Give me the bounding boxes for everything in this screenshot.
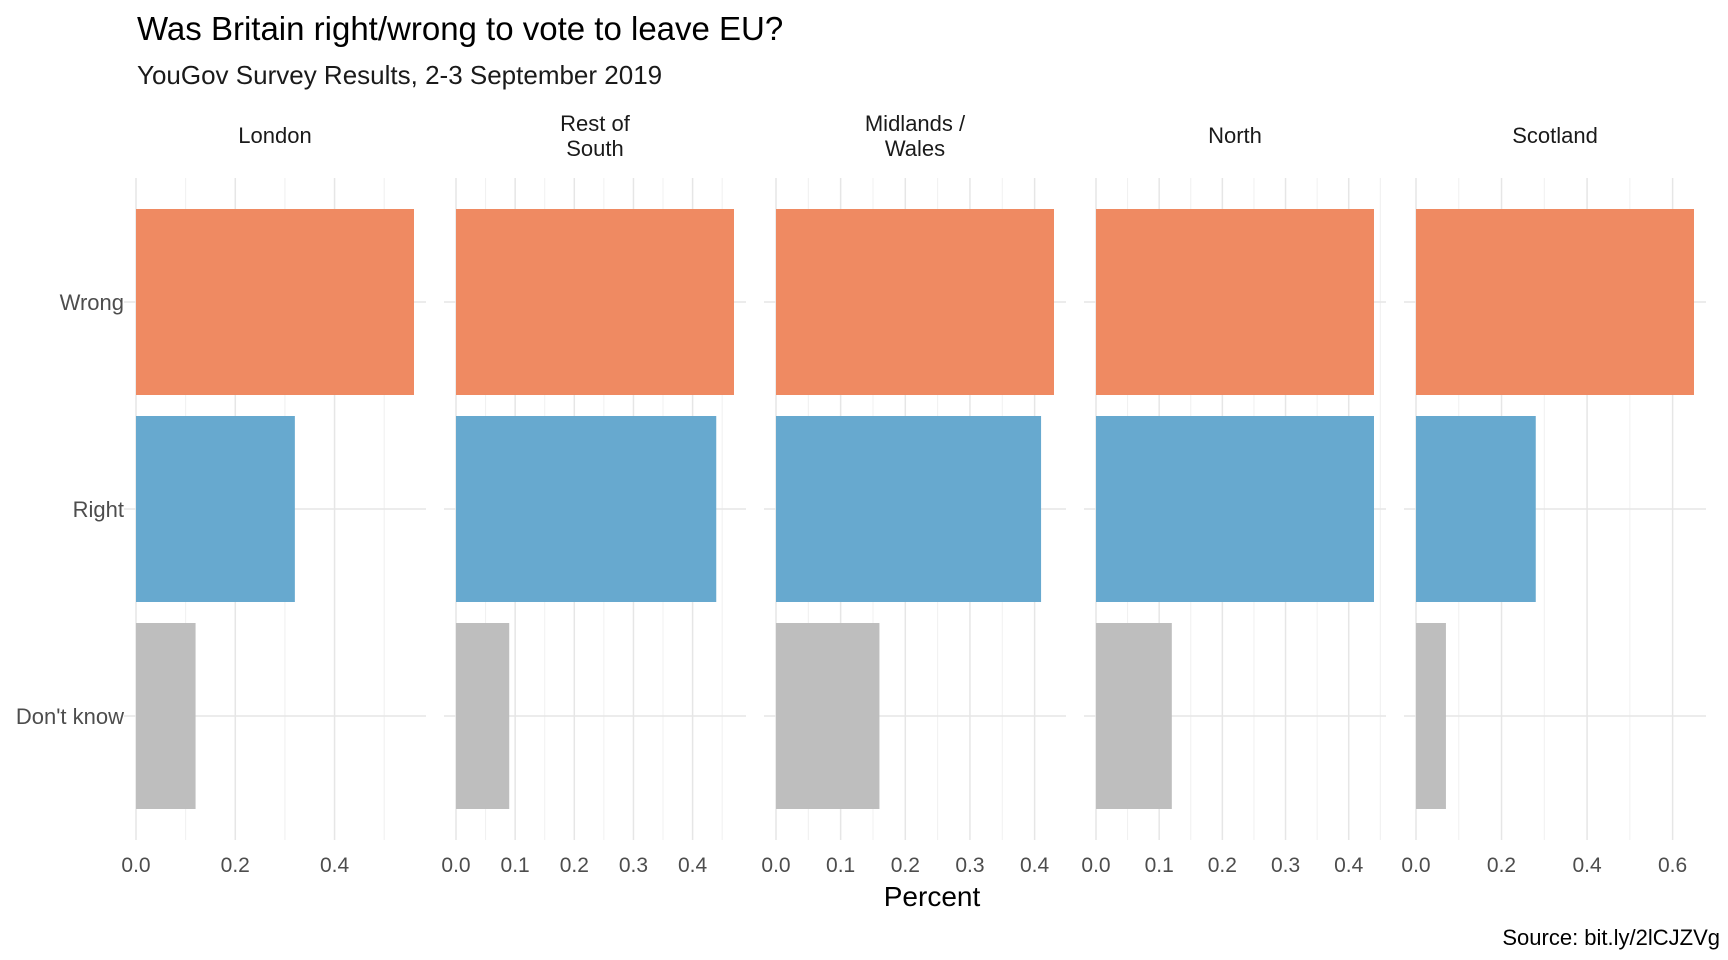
bar-right bbox=[1416, 416, 1536, 602]
bar-right bbox=[136, 416, 295, 602]
x-tick-label: 0.2 bbox=[1487, 854, 1516, 877]
source-caption: Source: bit.ly/2lCJZVg bbox=[1502, 925, 1720, 950]
x-tick-label: 0.2 bbox=[560, 854, 589, 877]
bar-don-t-know bbox=[1416, 623, 1446, 809]
strip-label-line: Wales bbox=[885, 136, 945, 161]
bar-right bbox=[456, 416, 717, 602]
facet-panel: 0.0 0.1 0.2 0.3 0.4 Rest of South bbox=[441, 111, 746, 877]
x-tick-label: 0.0 bbox=[121, 854, 150, 877]
bar-don-t-know bbox=[136, 623, 196, 809]
bar-don-t-know bbox=[456, 623, 510, 809]
x-tick-label: 0.3 bbox=[1271, 854, 1300, 877]
x-tick-label: 0.0 bbox=[1081, 854, 1110, 877]
x-tick-label: 0.3 bbox=[955, 854, 984, 877]
facet-panel: 0.0 0.1 0.2 0.3 0.4 Midlands / Wales bbox=[761, 111, 1066, 877]
facet-panel: 0.0 0.2 0.4 0.6 Scotland bbox=[1401, 123, 1706, 877]
x-tick-label: 0.2 bbox=[1208, 854, 1237, 877]
bar-don-t-know bbox=[776, 623, 880, 809]
x-tick-label: 0.4 bbox=[678, 854, 708, 877]
x-tick-label: 0.1 bbox=[1145, 854, 1174, 877]
bar-wrong bbox=[136, 209, 414, 395]
strip-label-line: South bbox=[566, 136, 624, 161]
facet-strip-label: North bbox=[1208, 123, 1262, 148]
strip-label-line: Midlands / bbox=[865, 111, 966, 136]
bar-wrong bbox=[1096, 209, 1374, 395]
bar-right bbox=[776, 416, 1042, 602]
facet-strip-label: Rest of South bbox=[560, 111, 631, 161]
strip-label-line: Rest of bbox=[560, 111, 631, 136]
chart-subtitle: YouGov Survey Results, 2-3 September 201… bbox=[137, 60, 662, 90]
x-tick-label: 0.2 bbox=[221, 854, 250, 877]
x-tick-label: 0.4 bbox=[320, 854, 350, 877]
x-tick-label: 0.0 bbox=[761, 854, 790, 877]
facet-strip-label: London bbox=[238, 123, 311, 148]
facet-panels: 0.0 0.2 0.4 London 0.0 0.1 0.2 0.3 0.4 Rest of Sou… bbox=[121, 111, 1706, 877]
x-tick-label: 0.1 bbox=[501, 854, 530, 877]
facet-strip-label: Scotland bbox=[1512, 123, 1598, 148]
bar-don-t-know bbox=[1096, 623, 1172, 809]
y-tick-label: Right bbox=[73, 497, 124, 522]
x-tick-label: 0.6 bbox=[1658, 854, 1687, 877]
y-tick-label: Don't know bbox=[16, 704, 124, 729]
x-tick-label: 0.0 bbox=[441, 854, 470, 877]
y-tick-label: Wrong bbox=[60, 290, 124, 315]
facet-panel: 0.0 0.1 0.2 0.3 0.4 North bbox=[1081, 123, 1386, 877]
bar-wrong bbox=[1416, 209, 1694, 395]
x-tick-label: 0.2 bbox=[891, 854, 920, 877]
x-tick-label: 0.1 bbox=[826, 854, 855, 877]
strip-label-line: North bbox=[1208, 123, 1262, 148]
facet-panel: 0.0 0.2 0.4 London bbox=[121, 123, 426, 877]
x-tick-label: 0.4 bbox=[1572, 854, 1602, 877]
x-tick-label: 0.4 bbox=[1334, 854, 1364, 877]
x-tick-label: 0.3 bbox=[619, 854, 648, 877]
strip-label-line: London bbox=[238, 123, 311, 148]
x-tick-label: 0.0 bbox=[1401, 854, 1430, 877]
x-axis-title: Percent bbox=[884, 881, 981, 912]
bar-wrong bbox=[776, 209, 1054, 395]
facet-strip-label: Midlands / Wales bbox=[865, 111, 966, 161]
x-tick-label: 0.4 bbox=[1020, 854, 1050, 877]
bar-right bbox=[1096, 416, 1374, 602]
chart-title: Was Britain right/wrong to vote to leave… bbox=[137, 10, 783, 47]
bar-wrong bbox=[456, 209, 734, 395]
y-axis-labels: Wrong Right Don't know bbox=[16, 290, 124, 729]
strip-label-line: Scotland bbox=[1512, 123, 1598, 148]
